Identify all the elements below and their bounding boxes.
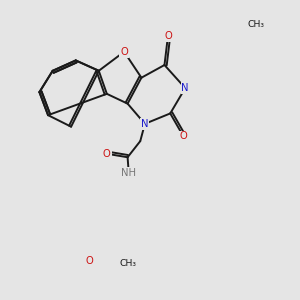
Text: O: O	[120, 47, 128, 57]
Text: N: N	[141, 119, 148, 129]
Text: O: O	[164, 31, 172, 41]
Text: CH₃: CH₃	[119, 259, 136, 268]
Text: N: N	[182, 83, 189, 93]
Text: CH₃: CH₃	[247, 20, 264, 29]
Text: O: O	[103, 149, 111, 159]
Text: O: O	[180, 131, 188, 142]
Text: O: O	[86, 256, 93, 266]
Text: NH: NH	[121, 168, 136, 178]
